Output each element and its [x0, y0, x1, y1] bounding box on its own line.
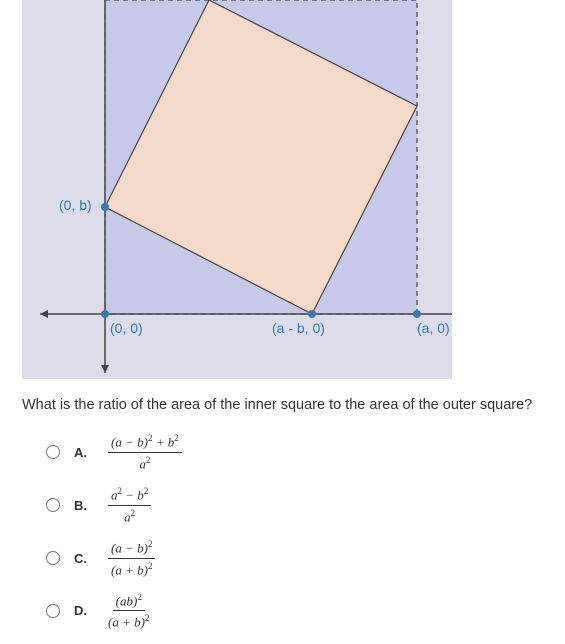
option-a[interactable]: A. (a − b)2 + b2 a2: [46, 433, 565, 472]
option-letter-b: B.: [74, 498, 90, 513]
point-a0: [413, 310, 421, 318]
point-ab0: [308, 310, 316, 318]
option-letter-d: D.: [74, 603, 90, 618]
fraction-c: (a − b)2 (a + b)2: [108, 539, 155, 578]
radio-a[interactable]: [46, 445, 60, 459]
y-axis-arrow-down: [101, 365, 109, 373]
fraction-b: a2 − b2 a2: [108, 486, 151, 525]
fraction-d: (ab)2 (a + b)2: [108, 592, 149, 631]
label-ab0: (a - b, 0): [272, 320, 325, 336]
x-axis-arrow-left: [40, 310, 48, 318]
option-c[interactable]: C. (a − b)2 (a + b)2: [46, 539, 565, 578]
label-a0: (a, 0): [417, 320, 450, 336]
answer-options: A. (a − b)2 + b2 a2 B. a2 − b2 a2 C. (a …: [46, 433, 565, 630]
radio-b[interactable]: [46, 498, 60, 512]
label-00: (0, 0): [110, 320, 143, 336]
geometry-diagram: (0, b) (0, 0) (a - b, 0) (a, 0) x: [22, 0, 452, 379]
option-b[interactable]: B. a2 − b2 a2: [46, 486, 565, 525]
option-d[interactable]: D. (ab)2 (a + b)2: [46, 592, 565, 631]
fraction-a: (a − b)2 + b2 a2: [108, 433, 182, 472]
option-letter-a: A.: [74, 445, 90, 460]
point-0b: [101, 203, 109, 211]
option-letter-c: C.: [74, 551, 90, 566]
point-00: [101, 310, 109, 318]
radio-c[interactable]: [46, 551, 60, 565]
label-0b: (0, b): [59, 197, 92, 213]
radio-d[interactable]: [46, 604, 60, 618]
question-text: What is the ratio of the area of the inn…: [22, 397, 543, 413]
